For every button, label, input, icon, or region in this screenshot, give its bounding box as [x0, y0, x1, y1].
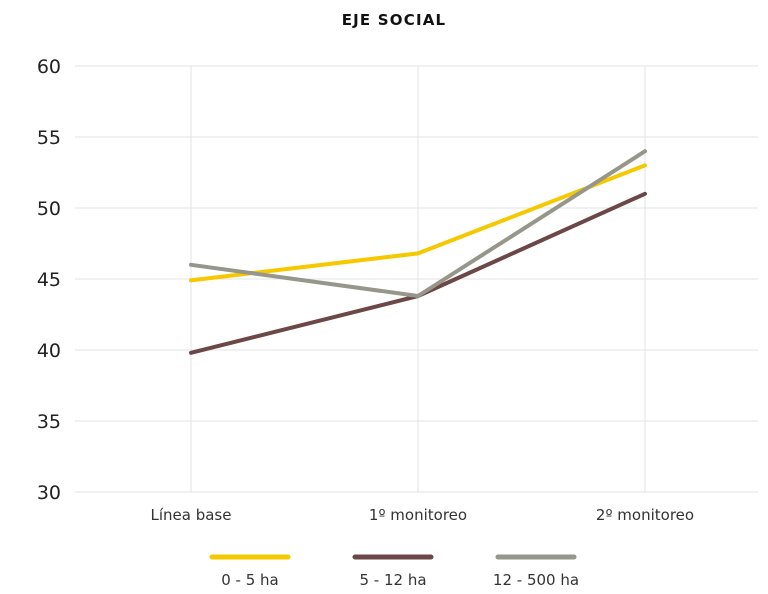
series-lines — [189, 149, 647, 355]
grid-lines — [75, 65, 758, 493]
y-axis-ticks: 30 35 40 45 50 55 60 — [37, 56, 61, 504]
legend-label: 12 - 500 ha — [493, 571, 579, 589]
x-tick-label: 1º monitoreo — [369, 506, 467, 524]
y-tick-label: 55 — [37, 127, 61, 149]
legend: 0 - 5 ha 5 - 12 ha 12 - 500 ha — [209, 554, 579, 589]
series-line-1 — [189, 163, 647, 283]
x-tick-label: 2º monitoreo — [596, 506, 694, 524]
x-tick-label: Línea base — [151, 506, 232, 524]
series-line-3 — [189, 149, 647, 298]
legend-label: 5 - 12 ha — [359, 571, 426, 589]
x-axis-ticks: Línea base 1º monitoreo 2º monitoreo — [151, 506, 695, 524]
y-tick-label: 40 — [37, 340, 61, 362]
legend-label: 0 - 5 ha — [221, 571, 279, 589]
y-tick-label: 60 — [37, 56, 61, 78]
chart-title: EJE SOCIAL — [342, 11, 447, 29]
y-tick-label: 50 — [37, 198, 61, 220]
y-tick-label: 35 — [37, 411, 61, 433]
y-tick-label: 45 — [37, 269, 61, 291]
y-tick-label: 30 — [37, 482, 61, 504]
